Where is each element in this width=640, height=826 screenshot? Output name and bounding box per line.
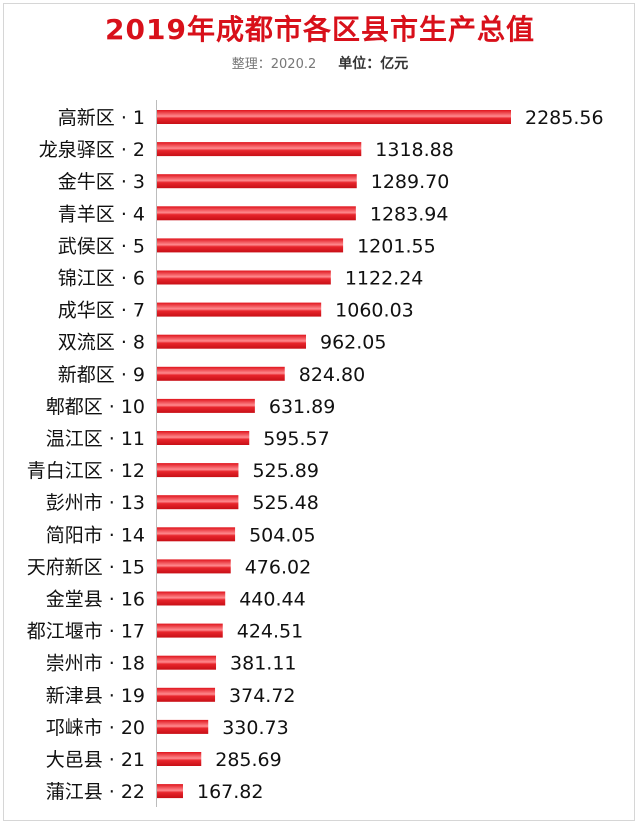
value-label: 440.44 — [239, 589, 305, 611]
bar — [157, 174, 357, 189]
bars-group: 高新区 · 1 2285.56 龙泉驿区 · 2 1318.88 金牛区 · 3 1289… — [27, 107, 604, 803]
category-label: 龙泉驿区 · 2 — [39, 139, 145, 161]
category-axis-line — [156, 100, 157, 807]
category-label: 金牛区 · 3 — [58, 171, 145, 193]
bar — [157, 495, 239, 510]
category-label: 简阳市 · 14 — [46, 524, 145, 546]
value-label: 1122.24 — [345, 268, 424, 290]
value-label: 1060.03 — [335, 300, 414, 322]
bar — [157, 687, 216, 702]
category-label: 青白江区 · 12 — [27, 460, 145, 482]
category-label: 邛崃市 · 20 — [46, 717, 145, 739]
value-label: 330.73 — [222, 717, 288, 739]
category-label: 都江堰市 · 17 — [27, 621, 145, 643]
category-label: 成华区 · 7 — [58, 300, 145, 322]
bar — [157, 591, 226, 606]
category-label: 双流区 · 8 — [58, 332, 145, 354]
category-label: 郫都区 · 10 — [46, 396, 145, 418]
bar — [157, 238, 344, 253]
category-label: 金堂县 · 16 — [46, 589, 145, 611]
bar — [157, 334, 307, 349]
category-label: 新津县 · 19 — [46, 685, 145, 707]
category-label: 大邑县 · 21 — [46, 749, 145, 771]
bar — [157, 752, 202, 766]
category-label: 天府新区 · 15 — [27, 556, 145, 578]
value-label: 1283.94 — [370, 203, 449, 225]
bar — [157, 142, 362, 157]
bar — [157, 206, 356, 221]
value-label: 374.72 — [229, 685, 295, 707]
bar — [157, 655, 217, 670]
compile-note: 整理：2020.2 — [231, 57, 317, 72]
value-label: 525.48 — [252, 492, 318, 514]
bar — [157, 110, 511, 124]
value-label: 962.05 — [320, 332, 386, 354]
value-label: 504.05 — [249, 524, 315, 546]
value-label: 525.89 — [252, 460, 318, 482]
value-label: 424.51 — [237, 621, 303, 643]
chart-title: 2019年成都市各区县市生产总值 — [105, 13, 535, 46]
category-label: 崇州市 · 18 — [46, 653, 145, 675]
bar — [157, 398, 255, 413]
value-label: 476.02 — [245, 556, 311, 578]
value-label: 381.11 — [230, 653, 296, 675]
category-label: 青羊区 · 4 — [58, 203, 145, 225]
value-label: 631.89 — [269, 396, 335, 418]
category-label: 新都区 · 9 — [58, 364, 145, 386]
value-label: 285.69 — [215, 749, 281, 771]
value-label: 2285.56 — [525, 107, 604, 129]
unit-label: 单位：亿元 — [338, 56, 409, 72]
value-label: 1201.55 — [357, 235, 436, 257]
category-label: 温江区 · 11 — [46, 428, 145, 450]
bar — [157, 527, 236, 542]
category-label: 锦江区 · 6 — [58, 268, 145, 290]
category-label: 彭州市 · 13 — [46, 492, 145, 514]
value-label: 595.57 — [263, 428, 329, 450]
bar — [157, 463, 239, 478]
chart-frame — [3, 3, 635, 821]
bar — [157, 623, 223, 638]
value-label: 824.80 — [299, 364, 365, 386]
bar — [157, 270, 331, 285]
value-label: 167.82 — [197, 781, 263, 803]
value-label: 1289.70 — [371, 171, 450, 193]
value-label: 1318.88 — [375, 139, 454, 161]
bar — [157, 431, 250, 445]
bar — [157, 719, 209, 734]
category-label: 蒲江县 · 22 — [46, 781, 145, 803]
bar — [157, 302, 322, 317]
category-label: 高新区 · 1 — [58, 107, 145, 129]
bar — [157, 784, 183, 799]
bar — [157, 559, 231, 574]
bar — [157, 366, 285, 381]
category-label: 武侯区 · 5 — [58, 235, 145, 257]
chart-subtitle: 整理：2020.2 单位：亿元 — [0, 53, 640, 73]
